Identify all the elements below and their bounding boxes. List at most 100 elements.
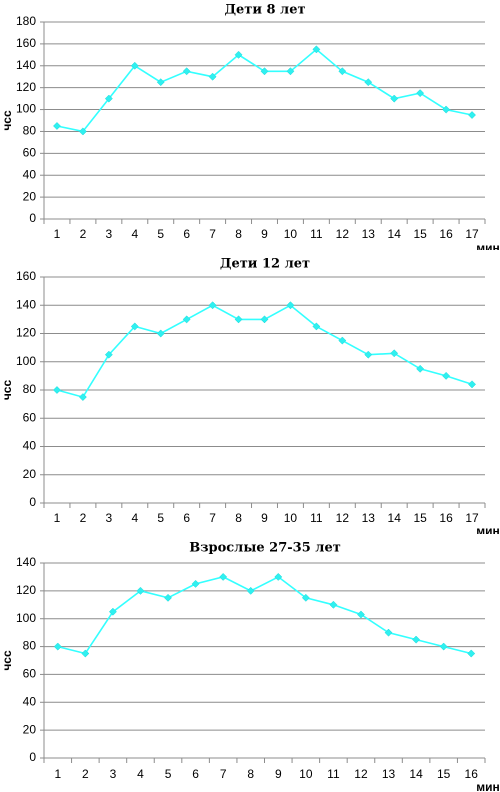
x-tick-label: 1 <box>54 767 61 781</box>
x-axis-label: мин <box>476 241 500 250</box>
data-point <box>312 45 321 54</box>
y-tick-label: 80 <box>23 382 37 396</box>
x-tick-label: 11 <box>310 227 323 241</box>
data-point <box>164 593 172 602</box>
x-tick-label: 13 <box>362 511 376 525</box>
data-point <box>191 579 200 588</box>
x-tick-label: 9 <box>261 227 268 241</box>
y-tick-label: 40 <box>23 694 37 708</box>
y-tick-label: 180 <box>16 14 36 28</box>
y-tick-label: 100 <box>16 611 36 625</box>
x-tick-label: 7 <box>209 227 216 241</box>
series-line <box>57 575 472 655</box>
data-point <box>301 593 310 602</box>
x-tick-label: 6 <box>183 227 190 241</box>
x-tick-label: 8 <box>235 227 242 241</box>
x-tick-label: 9 <box>275 767 282 781</box>
x-tick-label: 8 <box>235 511 242 525</box>
data-point <box>338 336 347 345</box>
x-tick-label: 1 <box>54 511 61 525</box>
data-point <box>53 386 61 394</box>
y-tick-label: 0 <box>29 211 36 225</box>
x-tick-label: 16 <box>439 227 453 241</box>
x-tick-label: 13 <box>362 227 376 241</box>
y-tick-label: 100 <box>16 354 36 368</box>
data-point <box>364 78 373 87</box>
y-tick-label: 160 <box>16 269 36 283</box>
data-point <box>468 380 476 389</box>
x-tick-label: 4 <box>137 767 144 781</box>
y-tick-label: 60 <box>23 410 37 424</box>
x-tick-label: 4 <box>131 511 138 525</box>
x-tick-label: 10 <box>284 227 298 241</box>
x-tick-label: 1 <box>54 227 61 241</box>
y-tick-label: 0 <box>29 750 36 764</box>
x-tick-label: 11 <box>327 767 340 781</box>
y-tick-label: 0 <box>29 495 36 509</box>
data-point <box>260 67 269 76</box>
y-tick-label: 140 <box>16 58 36 72</box>
x-tick-label: 17 <box>465 227 479 241</box>
x-axis-label: мин <box>476 780 500 792</box>
x-tick-label: 3 <box>106 511 113 525</box>
x-tick-label: 12 <box>336 227 350 241</box>
y-tick-label: 40 <box>23 439 37 453</box>
y-axis-label: чсс <box>0 380 14 401</box>
data-point <box>108 607 117 616</box>
data-point <box>364 350 373 359</box>
y-tick-label: 20 <box>23 467 37 481</box>
x-tick-label: 5 <box>157 511 164 525</box>
data-point <box>338 67 347 76</box>
data-point <box>208 301 217 310</box>
x-tick-label: 13 <box>382 767 396 781</box>
x-tick-label: 16 <box>439 511 453 525</box>
x-tick-label: 11 <box>310 511 323 525</box>
y-tick-label: 60 <box>23 667 37 681</box>
data-point <box>442 371 451 380</box>
data-point <box>208 72 217 81</box>
data-point <box>219 572 228 581</box>
data-point <box>104 350 113 359</box>
y-tick-label: 120 <box>16 326 36 340</box>
x-tick-label: 2 <box>82 767 89 781</box>
data-point <box>468 111 476 119</box>
x-tick-label: 15 <box>437 767 451 781</box>
series-line <box>56 48 473 133</box>
x-tick-label: 6 <box>192 767 199 781</box>
data-point <box>104 94 113 103</box>
data-point <box>329 600 338 609</box>
y-tick-label: 140 <box>16 555 36 569</box>
data-point <box>182 315 191 324</box>
data-point <box>260 315 269 324</box>
x-tick-label: 2 <box>80 511 87 525</box>
data-point <box>274 572 283 581</box>
x-axis-label: мин <box>476 524 500 534</box>
data-point <box>156 78 165 87</box>
x-tick-label: 16 <box>465 767 479 781</box>
x-tick-label: 10 <box>299 767 313 781</box>
data-point <box>384 628 393 637</box>
data-point <box>78 127 87 136</box>
data-point <box>312 322 321 331</box>
data-point <box>130 322 139 331</box>
x-tick-label: 14 <box>388 511 402 525</box>
x-tick-label: 9 <box>261 511 268 525</box>
y-tick-label: 40 <box>23 167 37 181</box>
data-point <box>234 315 243 324</box>
y-tick-label: 140 <box>16 297 36 311</box>
x-tick-label: 14 <box>388 227 402 241</box>
chart-title: Дети 8 лет <box>224 3 305 18</box>
x-tick-label: 7 <box>220 767 227 781</box>
data-point <box>182 67 191 76</box>
y-tick-label: 120 <box>16 583 36 597</box>
y-tick-label: 160 <box>16 36 36 50</box>
data-point <box>357 610 365 619</box>
x-tick-label: 14 <box>409 767 423 781</box>
x-tick-label: 8 <box>247 767 254 781</box>
data-point <box>286 301 295 310</box>
x-tick-label: 12 <box>354 767 368 781</box>
